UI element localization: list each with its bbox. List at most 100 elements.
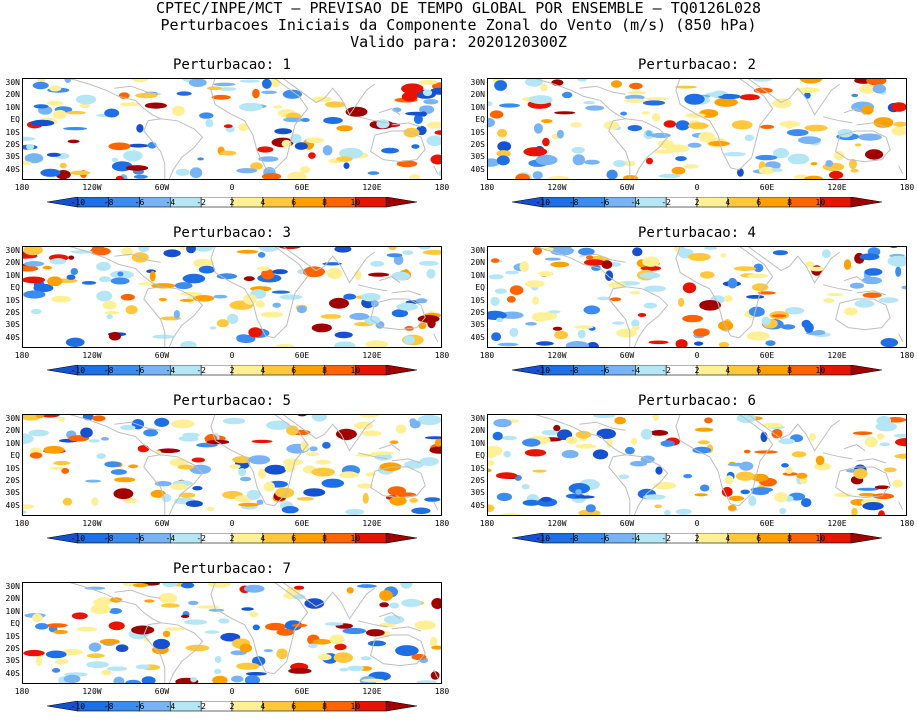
anomaly-blob [29,452,43,459]
colorbar-label: -2 [661,366,671,375]
anomaly-blob [98,276,111,283]
anomaly-blob [243,294,257,305]
anomaly-blob [434,438,442,447]
coastline [608,120,631,180]
colorbar-swatch [385,365,418,376]
anomaly-blob [70,268,78,275]
anomaly-blob [108,142,131,151]
lon-label: 180 [479,519,495,528]
anomaly-blob [682,282,697,294]
anomaly-blob [214,655,222,664]
anomaly-blob [218,618,230,624]
anomaly-blob [674,85,697,89]
anomaly-blob [395,424,407,434]
anomaly-blob [743,449,751,454]
anomaly-blob [376,119,390,129]
anomaly-blob [892,479,903,488]
colorbar-label: -4 [630,366,641,375]
anomaly-blob [257,266,270,271]
anomaly-blob [548,176,570,180]
panel-title: Perturbacao: 2 [637,57,756,73]
anomaly-blob [642,100,666,106]
anomaly-blob [108,331,121,341]
anomaly-blob [876,433,885,440]
anomaly-blob [22,504,34,510]
anomaly-blob [422,249,442,255]
anomaly-blob [825,160,833,167]
anomaly-blob [323,117,343,124]
anomaly-blob [779,507,787,515]
coastline [143,456,166,516]
lon-label: 0 [694,183,700,192]
anomaly-blob [108,608,122,614]
anomaly-blob [271,290,290,294]
anomaly-blob [849,158,857,170]
anomaly-blob [367,171,380,175]
anomaly-blob [826,292,844,297]
anomaly-blob [88,642,102,652]
anomaly-blob [46,623,68,628]
anomaly-blob [804,124,828,132]
lat-label: 10N [5,606,20,616]
anomaly-blob [50,466,64,470]
anomaly-blob [136,124,144,133]
anomaly-blob [880,338,899,348]
colorbar-label: 6 [756,198,762,207]
anomaly-blob [419,111,427,117]
anomaly-blob [540,83,548,92]
coastline [675,246,774,339]
anomaly-blob [291,623,308,628]
anomaly-blob [500,311,524,319]
anomaly-blob [503,450,511,458]
lon-label: 180 [14,519,30,528]
anomaly-blob [572,154,585,166]
lat-label: 30S [5,488,20,498]
anomaly-blob [26,143,35,150]
lon-label: 0 [229,687,235,696]
anomaly-blob [411,653,427,661]
anomaly-blob [893,121,907,127]
lon-label: 180 [434,687,450,696]
anomaly-blob [720,253,727,258]
anomaly-blob [135,664,151,670]
lon-label: 60E [759,519,775,528]
lon-label: 120E [827,183,847,192]
anomaly-blob [568,483,590,494]
anomaly-blob [553,424,561,432]
anomaly-blob [488,274,504,280]
anomaly-blob [305,137,325,144]
anomaly-blob [199,112,214,119]
lon-label: 60E [759,183,775,192]
coastline [378,444,401,452]
lat-label: 40S [5,500,20,510]
perturbation-map [22,414,442,516]
anomaly-blob [592,414,616,419]
anomaly-blob [287,171,307,180]
anomaly-blob [641,428,653,440]
anomaly-blob [261,78,272,89]
anomaly-blob [541,119,553,124]
anomaly-blob [311,414,327,422]
lat-label: 40S [470,164,485,174]
anomaly-blob [299,166,311,174]
lat-label: 30S [5,320,20,330]
anomaly-blob [658,139,674,149]
anomaly-blob [182,273,206,284]
anomaly-blob [414,620,436,630]
coastline [378,612,401,620]
anomaly-blob [125,679,141,684]
colorbar-label: -8 [568,366,579,375]
anomaly-blob [583,305,601,315]
anomaly-blob [751,490,769,495]
anomaly-blob [678,246,686,257]
anomaly-blob [401,91,418,102]
anomaly-blob [796,472,808,479]
anomaly-blob [496,492,512,502]
anomaly-blob [303,488,326,497]
anomaly-blob [853,468,868,479]
coastline [843,444,866,452]
anomaly-blob [343,293,357,300]
coastline [391,290,422,296]
anomaly-blob [91,246,105,251]
anomaly-blob [205,119,214,128]
